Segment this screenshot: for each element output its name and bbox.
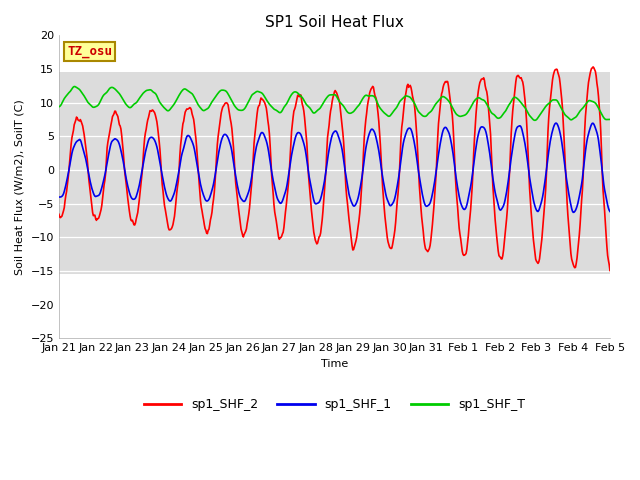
sp1_SHF_1 (556, 131, 564, 136)
Legend: sp1_SHF_2, sp1_SHF_1, sp1_SHF_T: sp1_SHF_2, sp1_SHF_1, sp1_SHF_T (139, 393, 530, 416)
sp1_SHF_2 (434, 133, 442, 139)
sp1_SHF_1 (570, 209, 577, 215)
sp1_SHF_1 (326, 143, 333, 148)
sp1_SHF_1 (606, 209, 614, 215)
sp1_SHF_2 (55, 211, 63, 217)
sp1_SHF_T (557, 105, 564, 111)
sp1_SHF_2 (380, 195, 387, 201)
sp1_SHF_1 (176, 163, 184, 168)
sp1_SHF_1 (55, 194, 63, 200)
Title: SP1 Soil Heat Flux: SP1 Soil Heat Flux (265, 15, 404, 30)
Line: sp1_SHF_T: sp1_SHF_T (59, 86, 610, 120)
Y-axis label: Soil Heat Flux (W/m2), SoilT (C): Soil Heat Flux (W/m2), SoilT (C) (15, 99, 25, 275)
sp1_SHF_T (70, 84, 78, 89)
sp1_SHF_1 (200, 192, 207, 198)
Bar (59, 72, 610, 274)
sp1_SHF_2 (606, 267, 614, 273)
X-axis label: Time: Time (321, 359, 348, 369)
Line: sp1_SHF_1: sp1_SHF_1 (59, 123, 610, 212)
sp1_SHF_1 (552, 120, 560, 126)
sp1_SHF_2 (176, 153, 184, 158)
sp1_SHF_2 (589, 64, 597, 70)
sp1_SHF_T (55, 104, 63, 109)
sp1_SHF_2 (556, 75, 563, 81)
sp1_SHF_T (380, 110, 388, 116)
sp1_SHF_1 (380, 179, 387, 184)
sp1_SHF_T (327, 92, 335, 98)
sp1_SHF_T (200, 108, 208, 113)
sp1_SHF_T (435, 98, 442, 104)
sp1_SHF_1 (434, 156, 442, 162)
sp1_SHF_2 (326, 114, 333, 120)
sp1_SHF_T (606, 117, 614, 122)
sp1_SHF_T (531, 118, 539, 123)
Text: TZ_osu: TZ_osu (67, 45, 112, 59)
sp1_SHF_T (177, 90, 184, 96)
sp1_SHF_2 (200, 217, 207, 223)
Line: sp1_SHF_2: sp1_SHF_2 (59, 67, 610, 270)
